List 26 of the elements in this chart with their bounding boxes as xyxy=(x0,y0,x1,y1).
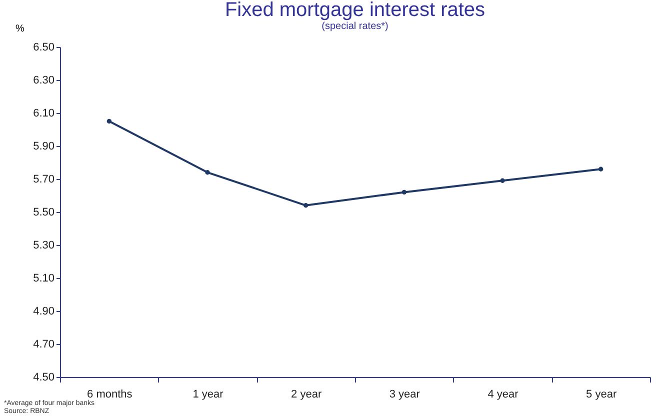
y-tick-label: 5.70 xyxy=(33,174,54,186)
y-tick-label: 5.50 xyxy=(33,206,54,218)
y-tick-label: 4.50 xyxy=(33,372,54,384)
y-tick-label: 6.30 xyxy=(33,74,54,86)
point xyxy=(303,203,308,208)
y-tick-label: 6.10 xyxy=(33,108,54,120)
y-tick-label: 5.10 xyxy=(33,272,54,284)
y-axis-title: % xyxy=(16,24,24,34)
point xyxy=(598,166,604,172)
chart-subtitle: (special rates*) xyxy=(322,21,388,32)
y-tick-label: 4.70 xyxy=(33,338,54,350)
x-tick-label: 4 year xyxy=(488,388,519,400)
chart-title: Fixed mortgage interest rates xyxy=(224,0,486,21)
x-tick-label: 1 year xyxy=(192,388,224,400)
point xyxy=(106,118,112,124)
point xyxy=(402,190,407,195)
x-tick-label: 2 year xyxy=(291,388,322,400)
y-tick-label: 6.50 xyxy=(33,42,54,54)
point xyxy=(500,178,505,183)
point xyxy=(205,170,210,175)
y-tick-label: 4.90 xyxy=(33,306,54,318)
x-tick-label: 6 months xyxy=(87,388,133,400)
x-tick-label: 5 year xyxy=(586,388,617,400)
y-tick-label: 5.90 xyxy=(33,140,54,152)
y-tick-label: 5.30 xyxy=(33,240,54,252)
x-tick-label: 3 year xyxy=(389,388,420,400)
